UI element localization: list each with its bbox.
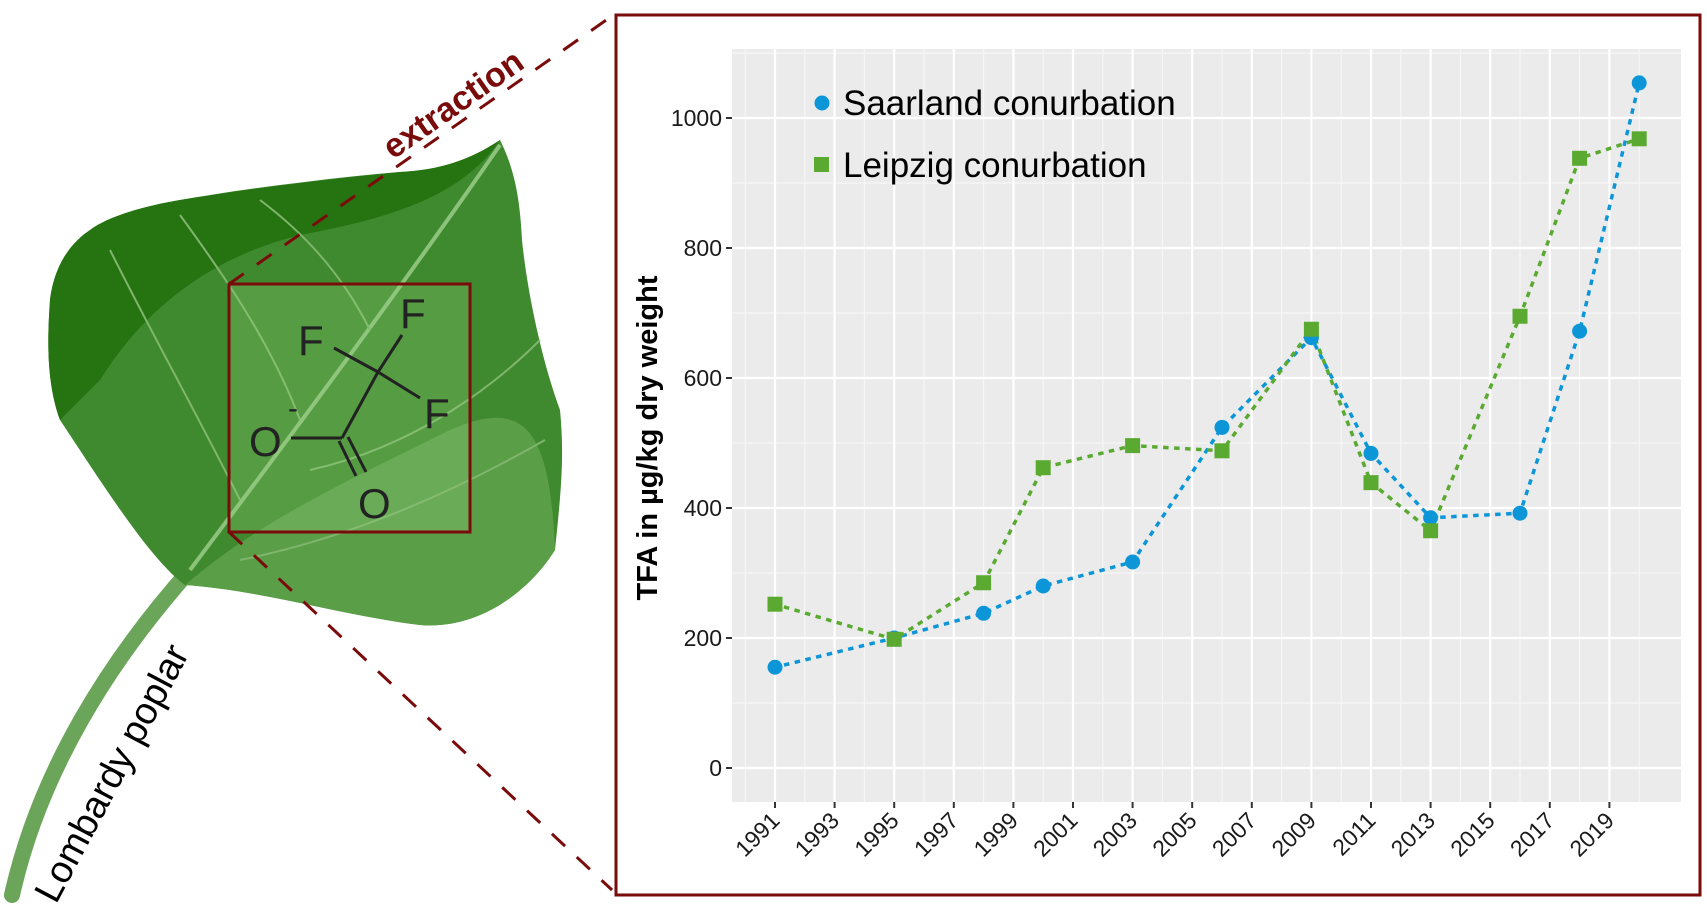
y-tick-label: 0 <box>709 755 722 781</box>
data-point-saarland <box>1214 419 1230 435</box>
atom-o-left: O <box>249 418 282 465</box>
data-point-leipzig <box>886 631 902 647</box>
atom-o-bottom: O <box>358 480 391 527</box>
data-point-leipzig <box>1631 131 1647 147</box>
series-line-leipzig <box>772 136 1642 642</box>
plot-panel <box>732 49 1681 802</box>
data-point-leipzig <box>1303 321 1319 337</box>
leaf-vein <box>179 214 301 421</box>
data-point-saarland <box>1035 578 1051 594</box>
atom-f-right: F <box>424 390 450 437</box>
leaf-dark-upper <box>48 140 500 420</box>
data-point-leipzig <box>1035 460 1051 476</box>
leaf-stem <box>4 562 198 903</box>
data-point-leipzig <box>1572 150 1588 166</box>
molecule-box: F F F O O - <box>227 282 472 534</box>
bond-cc <box>340 371 380 439</box>
data-point-leipzig <box>1363 475 1379 491</box>
data-point-saarland <box>1423 510 1439 526</box>
bond-co-double-b <box>346 436 368 473</box>
extraction-line-top <box>228 14 613 286</box>
data-point-saarland <box>1512 505 1528 521</box>
data-point-leipzig <box>976 575 992 591</box>
bond-cf2 <box>376 334 404 373</box>
data-point-leipzig <box>1125 438 1141 454</box>
bond-cf1 <box>333 346 379 374</box>
y-tick-label: 1000 <box>671 105 722 131</box>
legend-key-saarland <box>814 95 830 111</box>
plot-area: 1991 1993 1995 1997 1999 2001 2003 2005 2007 2009… <box>671 49 1681 862</box>
data-point-leipzig <box>1214 443 1230 459</box>
leaf-vein <box>239 439 546 561</box>
data-point-saarland <box>1363 445 1379 461</box>
leaf-illustration <box>4 140 563 903</box>
data-point-saarland <box>1631 75 1647 91</box>
data-point-leipzig <box>767 596 783 612</box>
y-tick-label: 600 <box>684 365 722 391</box>
charge-sign: - <box>288 392 298 425</box>
leaf-light-lower <box>185 417 555 626</box>
data-point-saarland <box>767 659 783 675</box>
atom-f-top: F <box>400 290 426 337</box>
data-point-saarland <box>976 605 992 621</box>
data-point-saarland <box>1572 323 1588 339</box>
legend-key-leipzig <box>814 157 829 172</box>
y-tick-label: 400 <box>684 495 722 521</box>
legend-label: Saarland conurbation <box>843 84 1176 123</box>
series-line-saarland <box>772 80 1642 670</box>
data-point-leipzig <box>1423 523 1439 539</box>
atom-f-left: F <box>298 317 324 364</box>
data-point-saarland <box>1125 554 1141 570</box>
leaf-vein <box>309 339 541 471</box>
y-tick-label: 800 <box>684 235 722 261</box>
bond-cf3 <box>377 370 421 400</box>
legend-label: Leipzig conurbation <box>843 146 1147 185</box>
bond-co-double-a <box>337 440 358 477</box>
data-point-leipzig <box>1512 308 1528 324</box>
y-axis-title: TFA in µg/kg dry weight <box>632 275 664 600</box>
leaf-vein <box>109 249 241 501</box>
y-tick-label: 200 <box>684 625 722 651</box>
leaf-vein <box>259 199 371 331</box>
extraction-label: extraction <box>376 42 531 166</box>
